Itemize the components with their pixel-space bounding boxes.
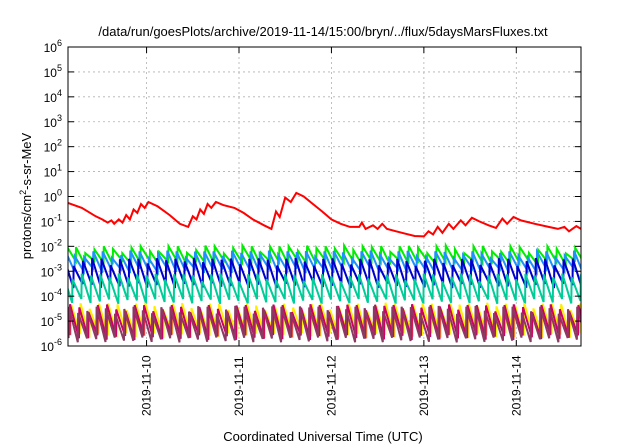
series-group [68,191,581,343]
y-tick-label: 102 [44,138,62,155]
y-tick-label: 100 [44,188,62,205]
x-tick-label: 2019-11-11 [232,356,246,416]
y-tick-label: 106 [44,38,62,55]
x-ticks: 2019-11-10 2019-11-11 2019-11-12 2019-11-13… [140,47,523,416]
x-axis-label: Coordinated Universal Time (UTC) [223,429,422,444]
chart-title: /data/run/goesPlots/archive/2019-11-14/1… [98,24,548,39]
series-line [68,305,581,343]
y-tick-label: 10-4 [41,287,62,304]
y-tick-label: 103 [44,113,62,130]
y-tick-label: 104 [44,88,62,105]
y-tick-label: 101 [44,163,62,180]
x-tick-label: 2019-11-12 [324,355,338,416]
x-tick-label: 2019-11-10 [140,355,154,416]
y-ticks: 10-6 10-5 10-4 10-3 10-2 10-1 100 101 102 103 104 1… [41,38,581,354]
y-tick-label: 10-1 [41,212,62,229]
y-tick-label: 10-3 [41,262,62,279]
series-line [68,273,581,305]
y-tick-label: 10-5 [41,312,62,329]
series-line [68,191,581,238]
x-tick-label: 2019-11-13 [417,355,431,416]
y-tick-label: 105 [44,63,62,80]
y-axis-label: protons/cm2-s-sr-MeV [18,132,34,259]
x-tick-label: 2019-11-14 [509,355,523,416]
y-tick-label: 10-6 [41,337,62,354]
y-tick-label: 10-2 [41,237,62,254]
